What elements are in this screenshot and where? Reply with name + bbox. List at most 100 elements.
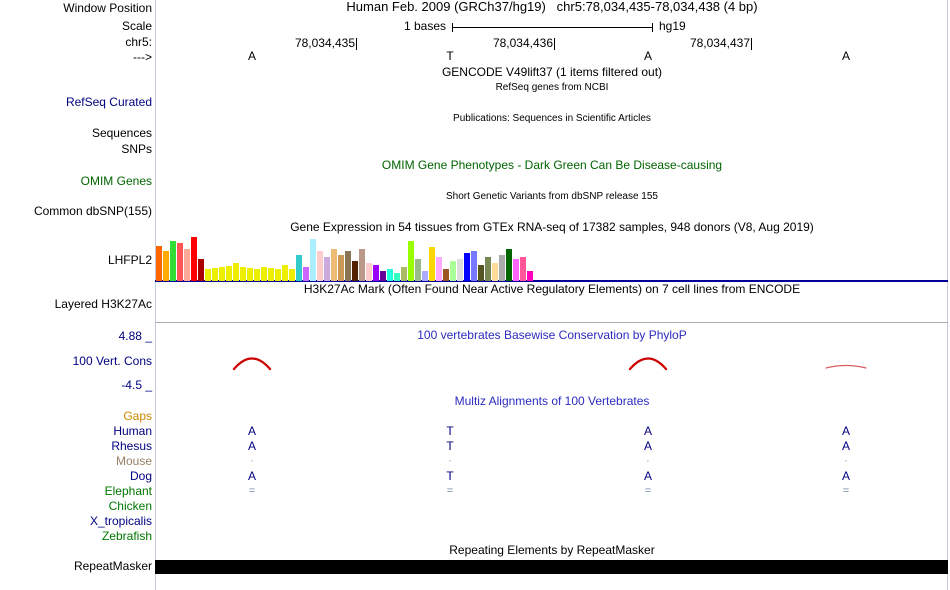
gtex-tissue-bar[interactable] (478, 265, 484, 281)
sidebar-label-sequences[interactable]: Sequences (91, 126, 152, 140)
gtex-tissue-bar[interactable] (170, 241, 176, 281)
gtex-tissue-bar[interactable] (387, 269, 393, 281)
gtex-tissue-bar[interactable] (394, 273, 400, 281)
gtex-tissue-bar[interactable] (198, 259, 204, 281)
gtex-tissue-bar[interactable] (247, 268, 253, 281)
gtex-tissue-bar[interactable] (436, 257, 442, 281)
sidebar-label-scale: Scale (121, 19, 152, 33)
gtex-tissue-bar[interactable] (184, 249, 190, 281)
gtex-tissue-bar[interactable] (457, 259, 463, 281)
gtex-tissue-bar[interactable] (338, 255, 344, 281)
phylop-peak (825, 364, 867, 369)
sidebar-label-repeatmasker-label[interactable]: RepeatMasker (73, 559, 152, 573)
gtex-gene-model-line (155, 280, 948, 282)
track-title-position: Human Feb. 2009 (GRCh37/hg19) chr5:78,03… (346, 0, 758, 14)
gtex-tissue-bar[interactable] (352, 261, 358, 281)
gtex-tissue-bar[interactable] (296, 255, 302, 281)
align-base-human-2: A (643, 424, 653, 438)
gtex-tissue-bar[interactable] (289, 269, 295, 281)
species-label-zebrafish[interactable]: Zebrafish (101, 529, 152, 543)
gtex-tissue-bar[interactable] (261, 267, 267, 281)
gtex-tissue-bar[interactable] (450, 261, 456, 281)
align-base-elephant-1: = (446, 485, 454, 497)
gtex-tissue-bar[interactable] (177, 243, 183, 281)
gtex-tissue-bar[interactable] (233, 263, 239, 281)
sidebar-label-snps[interactable]: SNPs (121, 142, 152, 156)
sidebar-label-omim-genes[interactable]: OMIM Genes (80, 174, 152, 188)
gtex-tissue-bar[interactable] (471, 251, 477, 281)
sidebar-label-refseq-curated[interactable]: RefSeq Curated (65, 95, 152, 109)
track-title-gtex: Gene Expression in 54 tissues from GTEx … (290, 220, 814, 234)
align-base-rhesus-3: A (841, 439, 851, 453)
gtex-tissue-bar[interactable] (254, 269, 260, 281)
gtex-tissue-bar[interactable] (408, 241, 414, 281)
gtex-tissue-bar[interactable] (527, 271, 533, 281)
gtex-tissue-bar[interactable] (366, 263, 372, 281)
species-label-rhesus[interactable]: Rhesus (111, 439, 152, 453)
gtex-tissue-bar[interactable] (156, 246, 162, 281)
sidebar-label-layered-h3k27ac[interactable]: Layered H3K27Ac (54, 297, 152, 311)
gtex-tissue-bar[interactable] (317, 251, 323, 281)
species-label-elephant[interactable]: Elephant (104, 484, 152, 498)
gtex-tissue-bar[interactable] (205, 269, 211, 281)
gtex-tissue-bar[interactable] (191, 237, 197, 281)
gtex-tissue-bar[interactable] (163, 251, 169, 281)
align-base-human-3: A (841, 424, 851, 438)
gtex-tissue-bar[interactable] (275, 269, 281, 281)
ruler-base-1: T (446, 49, 454, 63)
gtex-tissue-bar[interactable] (513, 259, 519, 281)
sidebar-label-window-position: Window Position (63, 1, 152, 15)
assembly-label: hg19 (659, 19, 686, 33)
gtex-tissue-bar[interactable] (415, 259, 421, 281)
gtex-tissue-bar[interactable] (429, 247, 435, 281)
gtex-tissue-bar[interactable] (380, 271, 386, 281)
align-base-human-0: A (247, 424, 257, 438)
gtex-tissue-bar[interactable] (373, 265, 379, 281)
track-title-omim: OMIM Gene Phenotypes - Dark Green Can Be… (381, 158, 723, 172)
gtex-tissue-bar[interactable] (219, 267, 225, 281)
gtex-tissue-bar[interactable] (464, 253, 470, 281)
sidebar-label-lhfpl2[interactable]: LHFPL2 (107, 253, 152, 267)
gtex-tissue-bar[interactable] (345, 251, 351, 281)
ruler-coord-2: 78,034,437 (690, 36, 752, 50)
left-guide-line (155, 0, 156, 590)
track-title-repeatmasker: Repeating Elements by RepeatMasker (449, 543, 655, 557)
sidebar-label-common-dbsnp[interactable]: Common dbSNP(155) (33, 204, 152, 218)
align-base-rhesus-0: A (247, 439, 257, 453)
species-label-dog[interactable]: Dog (129, 469, 152, 483)
gtex-tissue-bar[interactable] (443, 269, 449, 281)
gtex-tissue-bar[interactable] (492, 263, 498, 281)
gtex-tissue-bar[interactable] (303, 267, 309, 281)
species-label-chicken[interactable]: Chicken (108, 499, 152, 513)
ruler-tick (554, 38, 555, 50)
repeatmasker-element-bar[interactable] (155, 560, 948, 574)
h3k27ac-baseline (155, 322, 948, 323)
gtex-tissue-bar[interactable] (485, 257, 491, 281)
gtex-tissue-bar[interactable] (268, 268, 274, 281)
gtex-tissue-bar[interactable] (506, 249, 512, 281)
gtex-tissue-bar[interactable] (226, 266, 232, 281)
gtex-tissue-bar[interactable] (401, 267, 407, 281)
align-base-dog-3: A (841, 469, 851, 483)
species-label-mouse[interactable]: Mouse (115, 454, 152, 468)
species-label-human[interactable]: Human (113, 424, 152, 438)
ruler-tick (356, 38, 357, 50)
gtex-tissue-bar[interactable] (422, 271, 428, 281)
gtex-tissue-bar[interactable] (499, 255, 505, 281)
sidebar-label-vert-cons[interactable]: 100 Vert. Cons (72, 354, 152, 368)
species-label-gaps[interactable]: Gaps (123, 409, 152, 423)
gtex-tissue-bar[interactable] (331, 249, 337, 281)
gtex-tissue-bar[interactable] (359, 249, 365, 281)
gtex-tissue-bar[interactable] (282, 265, 288, 281)
align-base-dog-2: A (643, 469, 653, 483)
align-base-elephant-0: = (248, 485, 256, 497)
species-label-x-tropicalis[interactable]: X_tropicalis (89, 514, 152, 528)
gtex-tissue-bar[interactable] (310, 239, 316, 281)
align-base-mouse-0: · (250, 455, 254, 467)
align-base-elephant-2: = (644, 485, 652, 497)
gtex-tissue-bar[interactable] (240, 267, 246, 281)
gtex-tissue-bar[interactable] (324, 257, 330, 281)
align-base-elephant-3: = (842, 485, 850, 497)
gtex-tissue-bar[interactable] (212, 268, 218, 281)
gtex-tissue-bar[interactable] (520, 257, 526, 281)
